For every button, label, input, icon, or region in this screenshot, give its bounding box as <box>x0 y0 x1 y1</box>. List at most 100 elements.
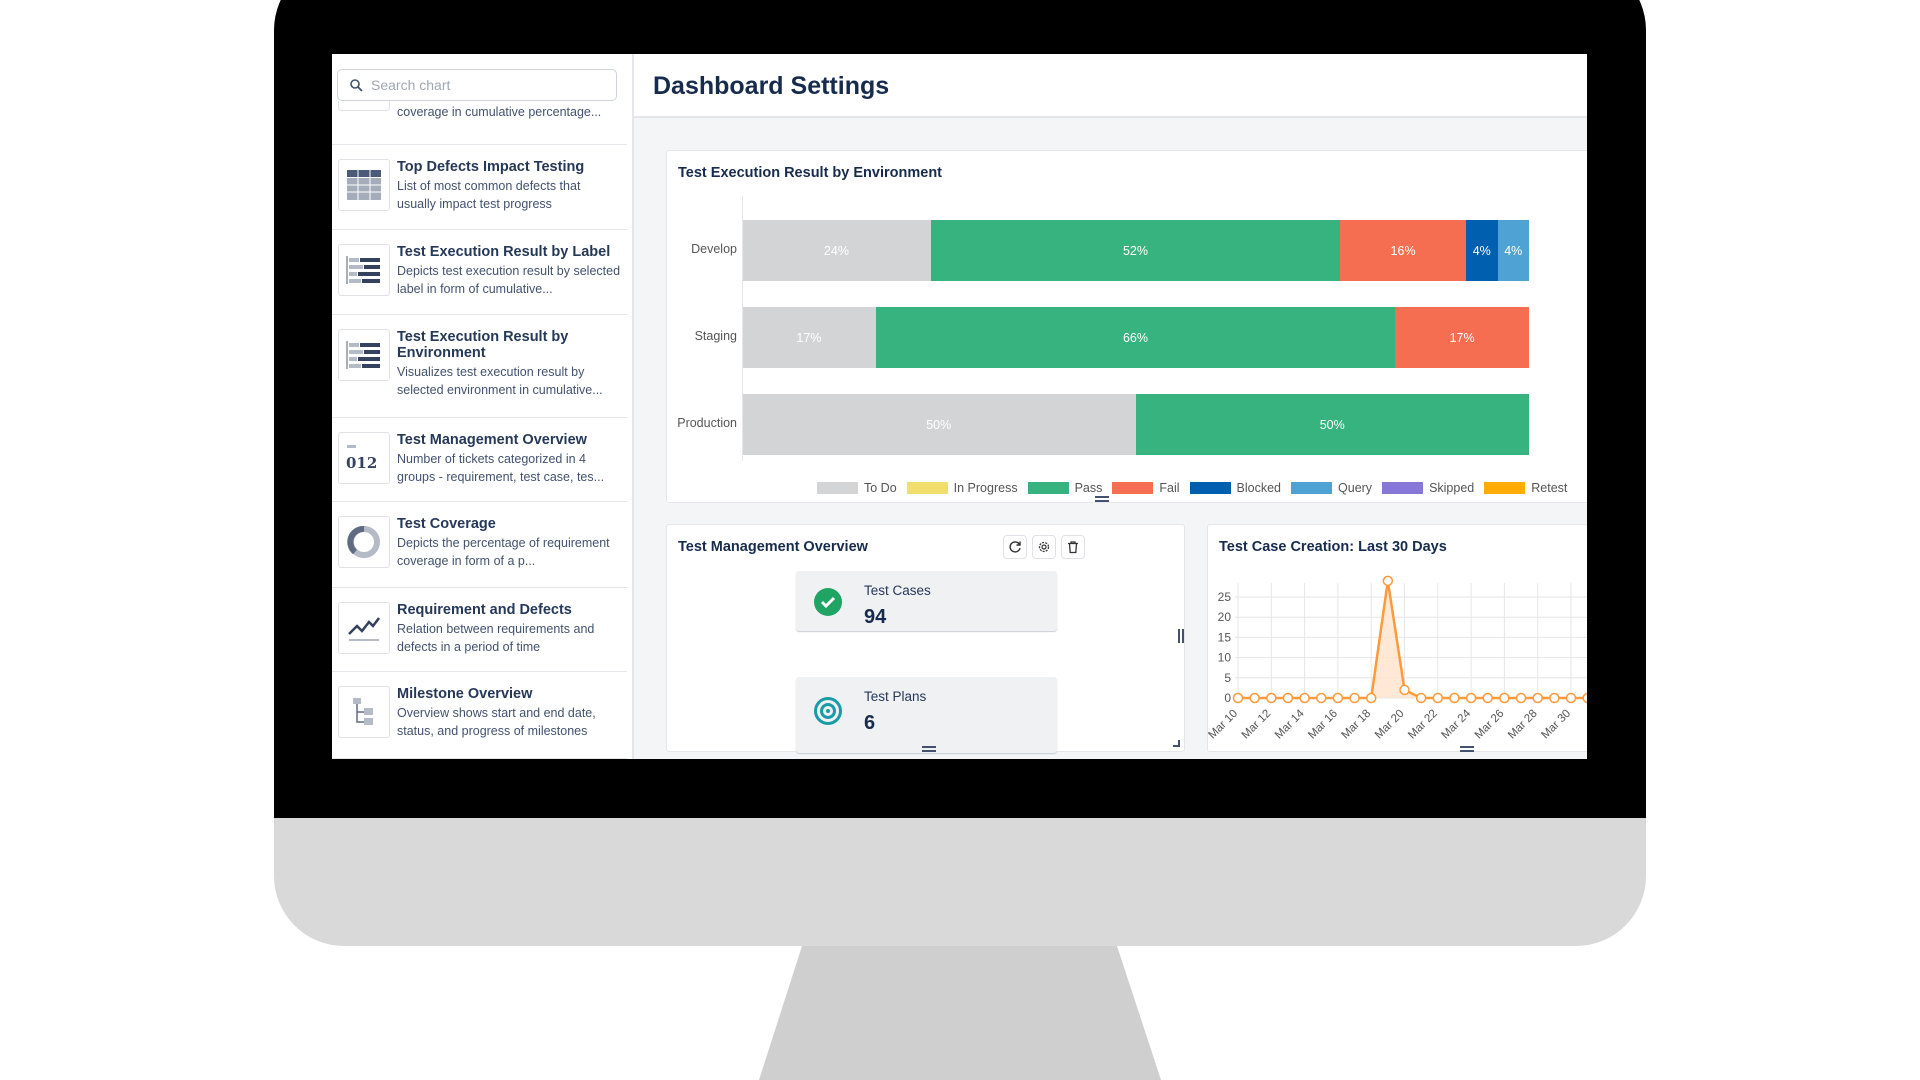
stat-label: Test Plans <box>864 689 927 704</box>
item-title: Top Defects Impact Testing <box>397 159 585 175</box>
legend-item[interactable]: To Do <box>817 481 897 495</box>
trash-icon <box>1068 541 1078 554</box>
settings-button[interactable] <box>1032 535 1056 559</box>
data-point <box>1316 692 1327 704</box>
legend-item[interactable]: Fail <box>1112 481 1180 495</box>
legend-swatch <box>906 482 948 494</box>
y-tick-label: 5 <box>1224 671 1231 685</box>
refresh-button[interactable] <box>1003 535 1027 559</box>
bar-segment-pass[interactable]: 66% <box>875 307 1396 368</box>
card-title: Test Case Creation: Last 30 Days <box>1219 539 1447 555</box>
chart-sidebar: Search chart coverage in cumulative perc… <box>332 54 634 759</box>
data-point <box>1349 692 1360 704</box>
series-line <box>1238 580 1587 700</box>
legend-item[interactable]: Skipped <box>1382 481 1474 495</box>
legend-item[interactable]: Blocked <box>1189 481 1282 495</box>
list-item[interactable]: Test Execution Result by Environment Vis… <box>332 315 627 418</box>
target-icon <box>814 697 842 725</box>
header: Dashboard Settings <box>634 54 1587 118</box>
main-area: Dashboard Settings Test Execution Result… <box>634 54 1587 759</box>
data-point <box>1565 692 1577 704</box>
data-point <box>1499 692 1510 704</box>
item-desc: Visualizes test execution result by sele… <box>397 365 603 397</box>
item-desc: Relation between requirements and defect… <box>397 622 595 654</box>
item-title: Test Execution Result by Label <box>397 244 611 260</box>
x-tick-label: Mar 26 <box>1473 708 1507 742</box>
resize-handle-right[interactable] <box>1178 629 1184 643</box>
legend-label: Pass <box>1074 481 1103 495</box>
management-overview-card[interactable]: Test Management Overview Test Cases 94 T… <box>666 524 1185 753</box>
chart-list: coverage in cumulative percentage... Top… <box>332 101 627 759</box>
legend-item[interactable]: Retest <box>1484 481 1567 495</box>
list-item[interactable]: Requirement and Defects Relation between… <box>332 588 627 672</box>
resize-handle-bottom[interactable] <box>922 746 936 752</box>
refresh-icon <box>1009 541 1021 553</box>
y-tick-label: 25 <box>1218 590 1232 604</box>
category-label: Staging <box>694 329 737 343</box>
bar-segment-pass[interactable]: 50% <box>1135 394 1529 455</box>
area-fill <box>1238 580 1587 698</box>
number-icon: 012 <box>338 432 390 484</box>
item-title: Milestone Overview <box>397 686 533 702</box>
card-title: Test Execution Result by Environment <box>678 165 943 181</box>
stat-label: Test Cases <box>864 583 931 598</box>
list-item[interactable]: Test Execution Result by Label Depicts t… <box>332 230 627 315</box>
chart-legend: To Do In Progress Pass Fail Blocked Query Skip… <box>817 481 1567 495</box>
execution-result-card[interactable]: Test Execution Result by Environment Dev… <box>666 150 1587 503</box>
data-point <box>1399 684 1410 696</box>
data-point <box>1266 692 1277 704</box>
search-placeholder: Search chart <box>371 77 451 93</box>
data-point <box>1282 692 1294 704</box>
bar-segment-pass[interactable]: 52% <box>930 220 1341 281</box>
test-case-creation-card[interactable]: Test Case Creation: Last 30 Days 0 5 10 15 2… <box>1207 524 1587 752</box>
data-point <box>1232 692 1244 704</box>
resize-handle[interactable] <box>1095 496 1109 502</box>
y-axis-line <box>742 196 743 461</box>
data-point <box>1482 692 1493 704</box>
x-tick-label: Mar 18 <box>1340 708 1374 742</box>
bar-segment-fail[interactable]: 17% <box>1395 307 1529 368</box>
search-input[interactable]: Search chart <box>337 69 617 101</box>
legend-item[interactable]: Pass <box>1027 481 1103 495</box>
item-title: Test Management Overview <box>397 432 587 448</box>
bar-segment-todo[interactable]: 50% <box>742 394 1136 455</box>
donut-icon <box>338 516 390 568</box>
table-icon <box>338 159 390 211</box>
list-item[interactable]: Milestone Overview Overview shows start … <box>332 672 627 759</box>
bar-segment-query[interactable]: 4% <box>1497 220 1529 281</box>
legend-item[interactable]: In Progress <box>906 481 1018 495</box>
stat-test-cases[interactable]: Test Cases 94 <box>796 571 1057 631</box>
stat-test-plans[interactable]: Test Plans 6 <box>796 677 1057 753</box>
item-title: Test Execution Result by Environment <box>397 329 569 361</box>
legend-swatch <box>1112 482 1154 494</box>
stat-value: 6 <box>864 712 876 734</box>
legend-item[interactable]: Query <box>1291 481 1372 495</box>
bar-segment-todo[interactable]: 24% <box>742 220 931 281</box>
list-item-partial[interactable]: coverage in cumulative percentage... <box>332 101 627 145</box>
screen: Search chart coverage in cumulative perc… <box>332 54 1587 759</box>
resize-corner[interactable] <box>1173 740 1180 747</box>
list-item[interactable]: 012 Test Management Overview Number of t… <box>332 418 627 502</box>
data-point <box>1249 692 1260 704</box>
resize-handle[interactable] <box>1460 746 1474 752</box>
bar-segment-todo[interactable]: 17% <box>742 307 876 368</box>
category-label: Develop <box>691 242 737 256</box>
data-point <box>1299 692 1310 704</box>
bar-segment-blocked[interactable]: 4% <box>1466 220 1498 281</box>
item-title: Test Coverage <box>397 516 496 532</box>
data-point <box>1382 575 1394 587</box>
search-icon <box>350 78 363 92</box>
item-desc: Depicts test execution result by selecte… <box>397 264 621 296</box>
list-item[interactable]: Test Coverage Depicts the percentage of … <box>332 502 627 588</box>
list-item[interactable]: Top Defects Impact Testing List of most … <box>332 145 627 230</box>
data-point <box>1515 692 1527 704</box>
x-tick-label: Mar 28 <box>1506 708 1540 742</box>
legend-label: Blocked <box>1236 481 1282 495</box>
bar-segment-fail[interactable]: 16% <box>1340 220 1467 281</box>
delete-button[interactable] <box>1061 535 1085 559</box>
x-tick-label: Mar 30 <box>1539 708 1573 742</box>
svg-text:012: 012 <box>346 454 377 472</box>
item-desc: List of most common defects that usually… <box>397 179 581 211</box>
tree-icon <box>338 686 390 738</box>
stacked-bar-icon <box>338 329 390 381</box>
